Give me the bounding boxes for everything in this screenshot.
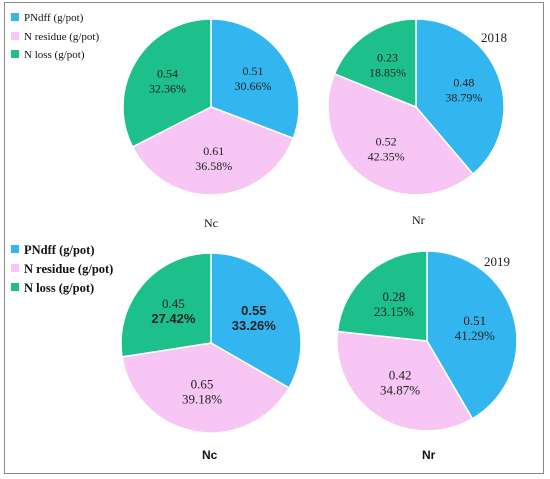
slice-percent-label-pndff: 30.66% — [235, 79, 272, 93]
slice-value-label-pndff: 0.51 — [463, 313, 486, 328]
caption-nr-2019: Nr — [422, 448, 436, 462]
slice-value-label-n-residue: 0.42 — [389, 368, 412, 383]
pie-slice-n-loss — [122, 18, 212, 148]
slice-value-label-n-residue: 0.52 — [376, 134, 397, 148]
caption-nr-2018: Nr — [412, 213, 425, 227]
legend-label-pndff: PNdff (g/pot) — [24, 12, 84, 24]
slice-value-label-n-loss: 0.23 — [377, 51, 398, 65]
legend-bottom: PNdff (g/pot) N residue (g/pot) N loss (… — [11, 243, 113, 295]
slice-percent-label-n-residue: 34.87% — [380, 383, 420, 398]
slice-percent-label-n-loss: 23.15% — [374, 304, 414, 319]
slice-value-label-n-residue: 0.65 — [191, 377, 214, 392]
slice-percent-label-n-loss: 27.42% — [151, 311, 196, 326]
pie-slice-n-residue — [336, 330, 474, 432]
slice-value-label-n-residue: 0.61 — [203, 144, 224, 158]
legend-swatch-n-residue — [11, 32, 19, 40]
legend-swatch-n-residue — [11, 264, 19, 272]
slice-value-label-n-loss: 0.28 — [383, 289, 406, 304]
slice-percent-label-n-loss: 18.85% — [369, 66, 406, 80]
legend-label-pndff: PNdff (g/pot) — [24, 243, 94, 257]
slice-percent-label-n-residue: 42.35% — [368, 149, 405, 163]
legend-swatch-n-loss — [11, 50, 19, 58]
pie-slice-n-loss — [336, 250, 428, 342]
slice-percent-label-pndff: 41.29% — [455, 328, 495, 343]
pie-slice-pndff — [210, 252, 302, 389]
pie-slice-n-residue — [131, 106, 295, 196]
slice-percent-label-n-residue: 39.18% — [182, 392, 222, 407]
legend-top: PNdff (g/pot) N residue (g/pot) N loss (… — [11, 12, 99, 61]
slice-percent-label-n-residue: 36.58% — [195, 159, 232, 173]
legend-swatch-n-loss — [11, 283, 19, 291]
caption-nc-2019: Nc — [202, 448, 218, 462]
legend-label-n-residue: N residue (g/pot) — [24, 262, 113, 276]
pie-slice-n-residue — [327, 72, 475, 196]
legend-label-n-residue: N residue (g/pot) — [24, 31, 99, 43]
slice-percent-label-n-loss: 32.36% — [149, 81, 186, 95]
slice-value-label-pndff: 0.48 — [453, 75, 474, 89]
slice-value-label-n-loss: 0.45 — [162, 296, 185, 311]
pie-slice-n-loss — [120, 252, 212, 358]
legend-swatch-pndff — [11, 245, 19, 253]
legend-label-n-loss: N loss (g/pot) — [24, 281, 94, 295]
slice-value-label-pndff: 0.55 — [241, 303, 266, 318]
pie-slice-pndff — [210, 18, 300, 140]
slice-value-label-n-loss: 0.54 — [157, 66, 178, 80]
slice-percent-label-pndff: 33.26% — [232, 318, 277, 333]
slice-value-label-pndff: 0.51 — [243, 64, 264, 78]
legend-swatch-pndff — [11, 13, 19, 21]
pie-slice-n-loss — [333, 18, 417, 109]
pie-slice-pndff — [415, 18, 505, 176]
legend-label-n-loss: N loss (g/pot) — [24, 49, 85, 61]
year-label-2019: 2019 — [484, 254, 510, 269]
pie-slice-n-residue — [121, 342, 291, 434]
year-label-2018: 2018 — [481, 30, 507, 45]
caption-nc-2018: Nc — [204, 216, 218, 230]
slice-percent-label-pndff: 38.79% — [445, 90, 482, 104]
pie-slice-pndff — [426, 250, 518, 420]
